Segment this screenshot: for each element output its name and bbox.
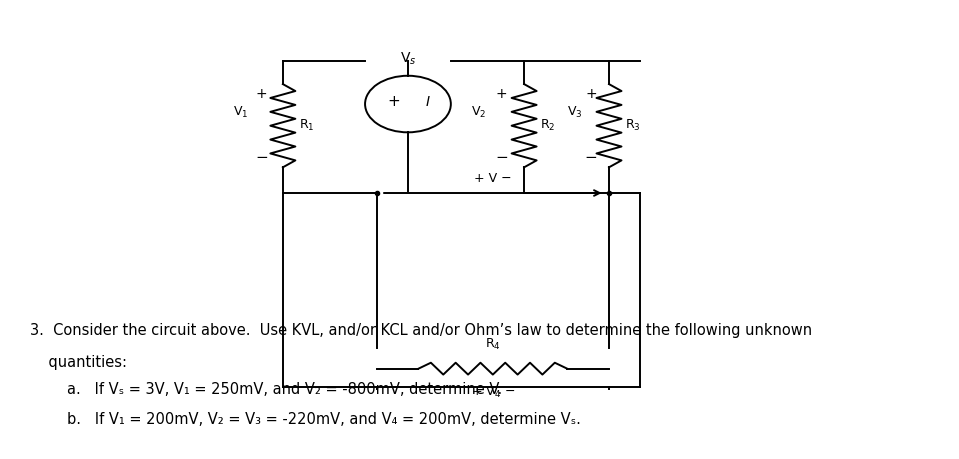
Text: R$_2$: R$_2$ [540,118,555,133]
Text: V$_1$: V$_1$ [233,105,249,120]
Text: −: − [585,150,597,165]
Text: R$_1$: R$_1$ [299,118,315,133]
Text: R$_3$: R$_3$ [625,118,641,133]
Text: +: + [585,87,596,101]
Text: −: − [255,150,268,165]
Text: + V −: + V − [474,172,512,185]
Text: V$_s$: V$_s$ [400,50,416,67]
Text: 3.  Consider the circuit above.  Use KVL, and/or KCL and/or Ohm’s law to determi: 3. Consider the circuit above. Use KVL, … [30,323,812,338]
Text: I: I [426,95,430,109]
Text: +: + [387,94,400,109]
Text: −: − [496,150,508,165]
Text: V$_3$: V$_3$ [567,105,582,120]
Text: +: + [256,87,268,101]
Text: +: + [496,87,507,101]
Text: a.   If Vₛ = 3V, V₁ = 250mV, and V₂ = -800mV, determine V.: a. If Vₛ = 3V, V₁ = 250mV, and V₂ = -800… [30,382,503,397]
Text: R$_4$: R$_4$ [485,337,501,353]
Text: b.   If V₁ = 200mV, V₂ = V₃ = -220mV, and V₄ = 200mV, determine Vₛ.: b. If V₁ = 200mV, V₂ = V₃ = -220mV, and … [30,412,581,427]
Text: + V$_4$ −: + V$_4$ − [471,385,515,400]
Text: V$_2$: V$_2$ [471,105,486,120]
Text: quantities:: quantities: [30,355,127,370]
